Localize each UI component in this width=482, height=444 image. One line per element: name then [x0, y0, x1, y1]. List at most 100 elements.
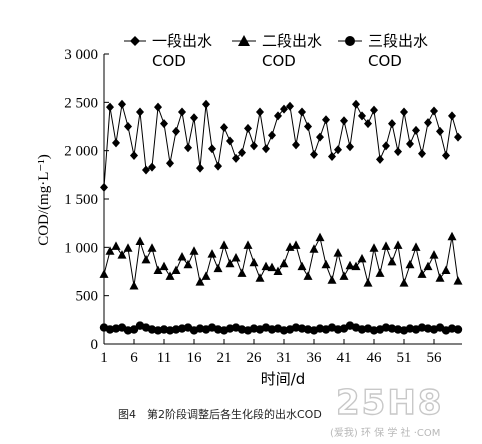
x-tick-label: 11 — [157, 350, 171, 366]
data-point-triangle — [405, 259, 415, 269]
data-point-triangle — [309, 244, 319, 253]
data-point-diamond — [148, 162, 156, 172]
data-point-diamond — [400, 107, 408, 117]
data-point-diamond — [454, 132, 462, 142]
data-point-triangle — [435, 273, 445, 282]
data-point-diamond — [298, 107, 306, 117]
series-2 — [99, 231, 463, 290]
y-axis-title: COD/(mg·L⁻¹) — [36, 154, 52, 246]
data-point-triangle — [333, 248, 343, 257]
data-point-diamond — [352, 99, 360, 109]
x-tick-label: 41 — [337, 350, 352, 366]
data-point-diamond — [316, 132, 324, 142]
data-point-diamond — [184, 143, 192, 153]
x-tick-label: 36 — [307, 350, 323, 366]
legend-label-1-line2: COD — [152, 52, 186, 70]
data-point-diamond — [220, 122, 228, 132]
data-point-diamond — [178, 107, 186, 117]
axes — [103, 54, 462, 345]
y-tick-label: 0 — [91, 337, 99, 353]
data-point-diamond — [346, 142, 354, 152]
data-point-diamond — [196, 163, 204, 173]
series-1 — [100, 99, 462, 192]
data-point-triangle — [387, 256, 397, 266]
x-tick-label: 46 — [367, 350, 383, 366]
data-point-triangle — [141, 254, 151, 264]
data-point-diamond — [154, 102, 162, 112]
data-point-triangle — [219, 240, 229, 249]
data-point-diamond — [250, 141, 258, 151]
data-point-triangle — [453, 276, 463, 285]
x-tick-label: 51 — [397, 350, 412, 366]
data-point-diamond — [172, 126, 180, 136]
data-point-diamond — [364, 119, 372, 129]
data-point-triangle — [231, 252, 241, 262]
series-3 — [99, 321, 463, 335]
data-point-diamond — [304, 122, 312, 131]
y-tick-label: 2 000 — [64, 144, 98, 160]
data-point-triangle — [147, 243, 157, 252]
data-point-triangle — [279, 258, 289, 268]
data-point-diamond — [322, 115, 330, 125]
y-tick-label: 1 500 — [64, 192, 98, 208]
legend-label-1-line1: 一段出水 — [152, 32, 212, 50]
data-point-circle — [129, 325, 139, 334]
data-point-diamond — [424, 118, 432, 128]
data-point-diamond — [328, 151, 336, 161]
data-point-triangle — [261, 261, 271, 271]
x-tick-label: 16 — [187, 350, 203, 366]
data-point-triangle — [117, 250, 127, 259]
data-point-triangle — [441, 265, 451, 275]
data-point-triangle — [201, 271, 211, 280]
data-point-triangle — [153, 265, 163, 275]
series-line-2 — [103, 236, 459, 287]
data-point-diamond — [340, 116, 348, 126]
data-point-diamond — [280, 104, 288, 114]
data-point-triangle — [345, 260, 355, 270]
watermark-subtext: (爱我) 环 保 学 社 ·COM — [330, 426, 440, 439]
data-point-triangle — [171, 265, 181, 275]
data-point-triangle — [375, 268, 385, 277]
data-point-triangle — [393, 240, 403, 249]
watermark-brand: 25H8 — [336, 383, 443, 423]
data-point-triangle — [195, 277, 205, 286]
data-point-triangle — [327, 275, 337, 284]
data-point-diamond — [376, 154, 384, 164]
data-point-triangle — [99, 269, 109, 278]
data-point-diamond — [190, 113, 198, 123]
x-tick-label: 31 — [277, 350, 292, 366]
data-point-diamond — [292, 140, 300, 150]
legend-marker-triangle — [238, 35, 250, 46]
data-point-triangle — [321, 259, 331, 269]
data-point-triangle — [111, 241, 121, 250]
legend-marker-circle — [345, 36, 355, 46]
data-point-diamond — [262, 144, 270, 154]
data-point-triangle — [123, 243, 133, 252]
data-point-diamond — [232, 153, 240, 163]
data-point-triangle — [129, 281, 139, 290]
legend-label-3-line1: 三段出水 — [368, 32, 428, 50]
data-point-triangle — [249, 257, 259, 267]
data-point-triangle — [447, 231, 457, 241]
y-tick-label: 3 000 — [64, 47, 98, 63]
data-point-diamond — [160, 119, 168, 129]
data-point-triangle — [213, 263, 223, 273]
data-point-diamond — [106, 102, 114, 112]
data-point-diamond — [226, 136, 234, 146]
data-point-diamond — [430, 106, 438, 116]
data-point-triangle — [297, 261, 307, 271]
x-axis-title: 时间/d — [261, 370, 306, 388]
data-point-triangle — [267, 262, 277, 272]
y-tick-label: 500 — [76, 289, 99, 305]
data-point-diamond — [256, 107, 264, 117]
data-point-diamond — [310, 150, 318, 160]
data-point-triangle — [423, 261, 433, 271]
data-point-triangle — [135, 236, 145, 246]
legend-label-3-line2: COD — [368, 52, 402, 70]
data-point-triangle — [351, 261, 361, 271]
data-point-diamond — [100, 182, 108, 192]
figure-caption: 图4 第2阶段调整后各生化段的出水COD — [118, 407, 322, 421]
data-point-diamond — [370, 105, 378, 115]
data-point-diamond — [406, 139, 414, 149]
